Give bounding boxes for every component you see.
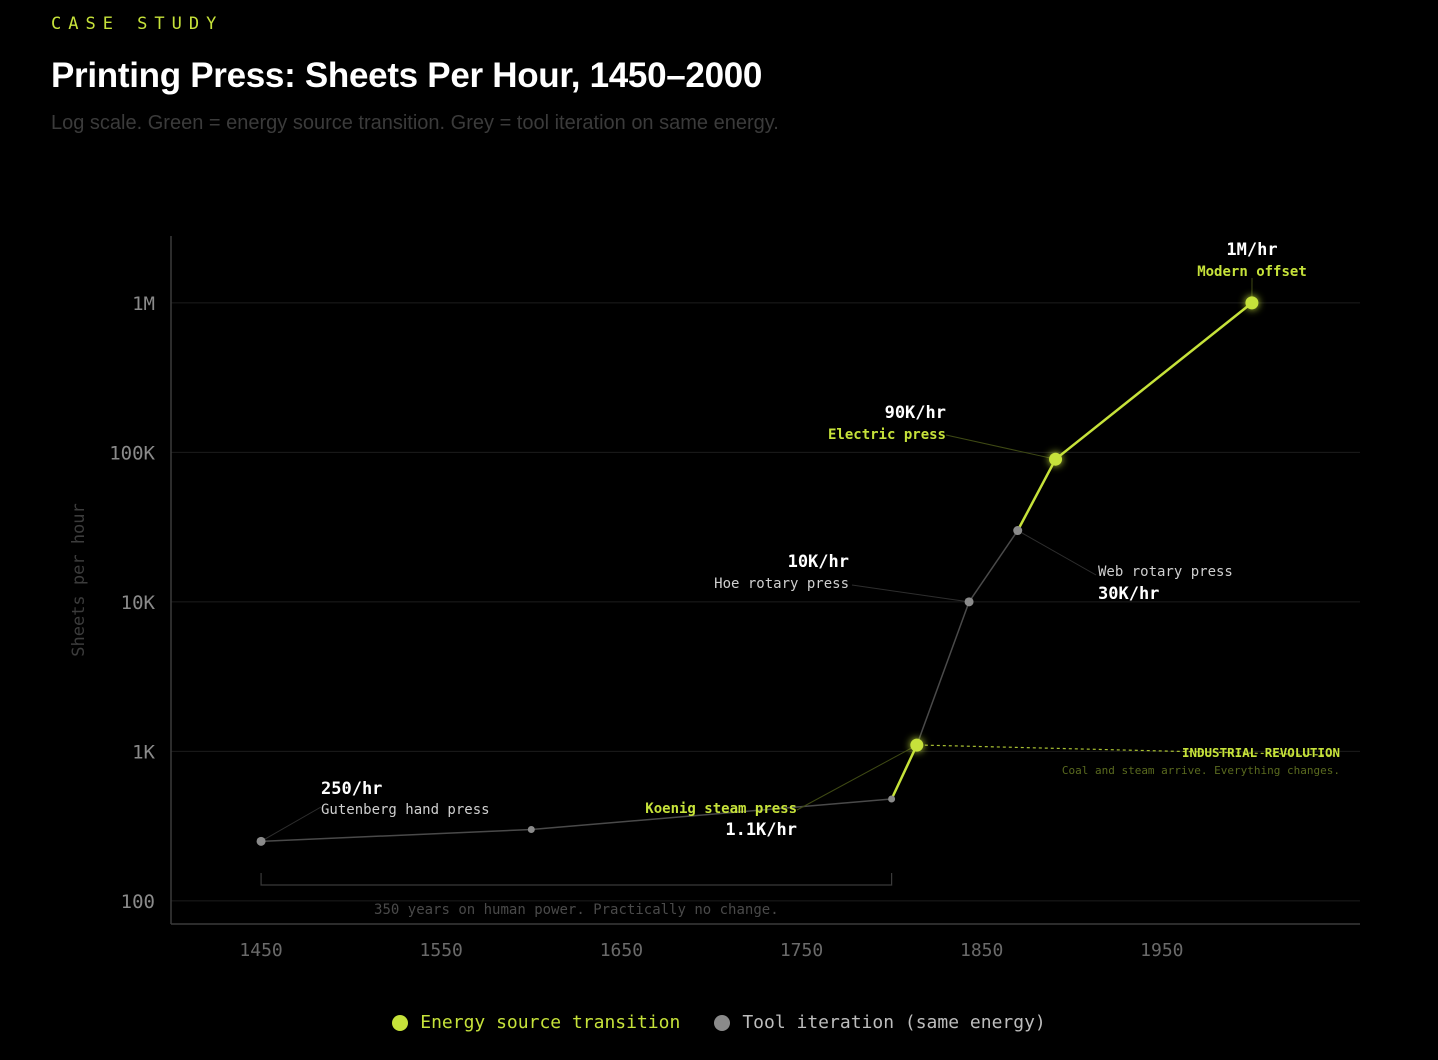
series-segment (916, 601, 970, 746)
human-power-annotation: 350 years on human power. Practically no… (374, 902, 779, 918)
tool-data-point (888, 795, 896, 803)
point-value-label: 1M/hr (1226, 240, 1277, 260)
industrial-dashed-line (924, 744, 1335, 756)
label-leader-line (260, 806, 322, 842)
series-segment (531, 798, 892, 831)
series-segment (890, 744, 918, 800)
legend-item-energy: Energy source transition (392, 1012, 680, 1033)
label-leader-line (945, 434, 1056, 460)
x-tick-label: 1650 (600, 940, 643, 961)
legend-label-tool: Tool iteration (same energy) (742, 1012, 1046, 1033)
y-axis-title: Sheets per hour (69, 503, 89, 657)
energy-dot-icon (392, 1014, 409, 1031)
point-name-label: Hoe rotary press (714, 576, 849, 592)
y-tick-label: 100 (121, 891, 155, 913)
y-tick-label: 1K (132, 741, 155, 763)
tool-data-point (256, 836, 266, 846)
chart-title: Printing Press: Sheets Per Hour, 1450–20… (51, 56, 763, 95)
point-name-label: Modern offset (1197, 264, 1307, 280)
point-name-label: Koenig steam press (645, 801, 797, 817)
tool-data-point (527, 826, 535, 834)
label-leader-line (796, 744, 918, 811)
tool-dot-icon (714, 1014, 731, 1031)
point-value-label: 90K/hr (885, 403, 946, 423)
point-value-label: 30K/hr (1098, 584, 1159, 604)
industrial-revolution-note: Coal and steam arrive. Everything change… (1062, 764, 1340, 777)
legend-label-energy: Energy source transition (420, 1012, 681, 1033)
series-segment (1016, 458, 1057, 532)
point-value-label: 1.1K/hr (725, 820, 797, 840)
y-tick-label: 1M (132, 293, 155, 315)
eyebrow-label: CASE STUDY (51, 14, 224, 34)
human-power-bracket (260, 873, 893, 886)
label-leader-line (851, 584, 970, 603)
point-value-label: 10K/hr (788, 552, 849, 572)
line-chart: 100 1K 10K 100K 1M 1450 1550 1650 1750 1850 1950 Sh… (69, 236, 1360, 961)
tool-data-point (1013, 526, 1023, 536)
x-tick-label: 1950 (1140, 940, 1183, 961)
series-segment (261, 828, 532, 843)
y-tick-label: 100K (109, 442, 155, 464)
legend-item-tool: Tool iteration (same energy) (714, 1012, 1046, 1033)
series-segment (968, 530, 1019, 603)
point-name-label: Gutenberg hand press (321, 802, 490, 818)
point-name-label: Electric press (828, 427, 946, 443)
x-tick-label: 1750 (780, 940, 823, 961)
point-value-label: 250/hr (321, 779, 382, 799)
energy-data-point (1049, 452, 1063, 466)
series-segment (1054, 301, 1253, 461)
point-name-label: Web rotary press (1098, 564, 1233, 580)
energy-data-point (910, 738, 924, 752)
label-leader-line (1017, 530, 1097, 576)
chart-legend: Energy source transition Tool iteration … (0, 1012, 1438, 1033)
industrial-revolution-title: INDUSTRIAL REVOLUTION (1182, 745, 1340, 760)
energy-data-point (1245, 296, 1259, 310)
y-tick-label: 10K (121, 592, 156, 614)
chart-subtitle: Log scale. Green = energy source transit… (51, 112, 779, 134)
tool-data-point (964, 597, 974, 607)
x-tick-label: 1450 (239, 940, 282, 961)
x-tick-label: 1850 (960, 940, 1003, 961)
x-tick-label: 1550 (420, 940, 463, 961)
